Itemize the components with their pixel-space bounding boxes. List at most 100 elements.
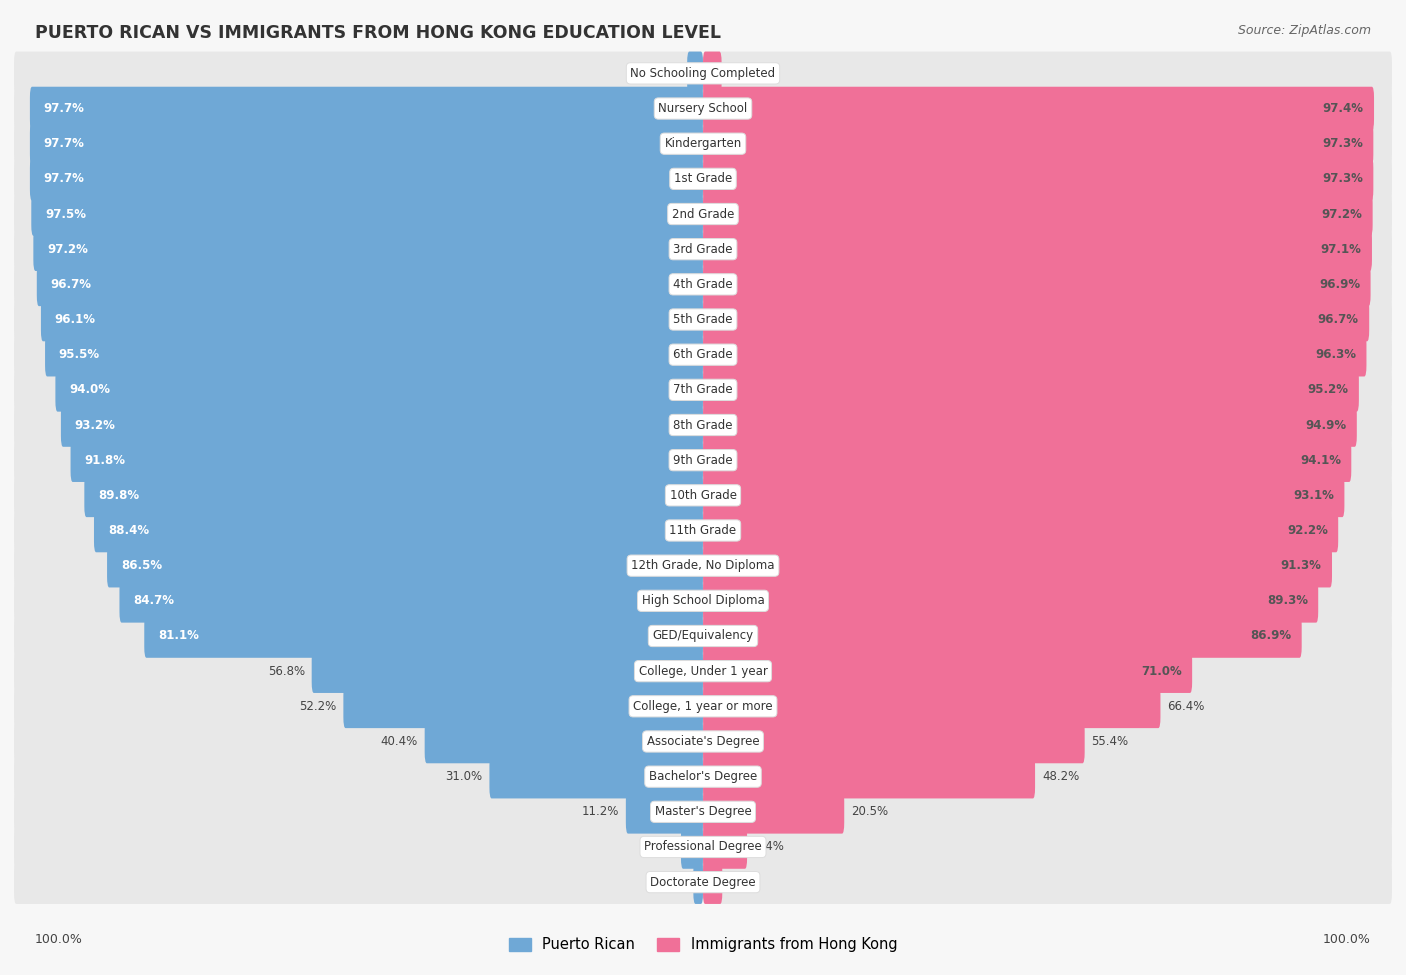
FancyBboxPatch shape bbox=[14, 52, 703, 96]
Text: 91.3%: 91.3% bbox=[1281, 559, 1322, 572]
FancyBboxPatch shape bbox=[37, 262, 703, 306]
FancyBboxPatch shape bbox=[14, 825, 703, 869]
Text: College, 1 year or more: College, 1 year or more bbox=[633, 700, 773, 713]
FancyBboxPatch shape bbox=[145, 614, 703, 658]
FancyBboxPatch shape bbox=[703, 122, 1374, 166]
FancyBboxPatch shape bbox=[120, 579, 703, 623]
Text: No Schooling Completed: No Schooling Completed bbox=[630, 67, 776, 80]
FancyBboxPatch shape bbox=[14, 192, 703, 236]
FancyBboxPatch shape bbox=[60, 404, 703, 447]
FancyBboxPatch shape bbox=[14, 404, 703, 447]
FancyBboxPatch shape bbox=[14, 544, 703, 588]
Text: 31.0%: 31.0% bbox=[446, 770, 482, 783]
Text: 40.4%: 40.4% bbox=[381, 735, 418, 748]
Text: 97.7%: 97.7% bbox=[44, 137, 84, 150]
FancyBboxPatch shape bbox=[14, 790, 703, 834]
FancyBboxPatch shape bbox=[489, 755, 703, 799]
FancyBboxPatch shape bbox=[31, 192, 703, 236]
FancyBboxPatch shape bbox=[14, 755, 703, 799]
FancyBboxPatch shape bbox=[703, 192, 1372, 236]
Text: 48.2%: 48.2% bbox=[1042, 770, 1080, 783]
FancyBboxPatch shape bbox=[703, 649, 1392, 693]
FancyBboxPatch shape bbox=[107, 544, 703, 588]
FancyBboxPatch shape bbox=[703, 720, 1392, 763]
Text: Nursery School: Nursery School bbox=[658, 102, 748, 115]
Text: 55.4%: 55.4% bbox=[1091, 735, 1129, 748]
FancyBboxPatch shape bbox=[703, 87, 1374, 131]
FancyBboxPatch shape bbox=[34, 227, 703, 271]
FancyBboxPatch shape bbox=[703, 227, 1372, 271]
FancyBboxPatch shape bbox=[703, 439, 1351, 482]
Text: 96.7%: 96.7% bbox=[1317, 313, 1358, 326]
Text: 94.9%: 94.9% bbox=[1305, 418, 1347, 432]
Text: Master's Degree: Master's Degree bbox=[655, 805, 751, 818]
FancyBboxPatch shape bbox=[425, 720, 703, 763]
Text: 100.0%: 100.0% bbox=[1323, 933, 1371, 946]
Text: 96.3%: 96.3% bbox=[1315, 348, 1357, 361]
Text: 93.2%: 93.2% bbox=[75, 418, 115, 432]
Text: Doctorate Degree: Doctorate Degree bbox=[650, 876, 756, 888]
Text: 91.8%: 91.8% bbox=[84, 453, 125, 467]
FancyBboxPatch shape bbox=[14, 579, 703, 623]
FancyBboxPatch shape bbox=[703, 579, 1319, 623]
FancyBboxPatch shape bbox=[703, 614, 1392, 658]
Text: Kindergarten: Kindergarten bbox=[665, 137, 741, 150]
FancyBboxPatch shape bbox=[14, 614, 703, 658]
FancyBboxPatch shape bbox=[94, 509, 703, 552]
FancyBboxPatch shape bbox=[703, 157, 1374, 201]
Text: 4th Grade: 4th Grade bbox=[673, 278, 733, 291]
FancyBboxPatch shape bbox=[14, 332, 703, 376]
FancyBboxPatch shape bbox=[703, 614, 1302, 658]
Text: 97.2%: 97.2% bbox=[48, 243, 89, 255]
FancyBboxPatch shape bbox=[703, 860, 1392, 904]
Text: 94.1%: 94.1% bbox=[1301, 453, 1341, 467]
FancyBboxPatch shape bbox=[703, 790, 844, 834]
FancyBboxPatch shape bbox=[703, 790, 1392, 834]
FancyBboxPatch shape bbox=[703, 684, 1160, 728]
FancyBboxPatch shape bbox=[14, 649, 703, 693]
FancyBboxPatch shape bbox=[30, 87, 703, 131]
Text: 95.5%: 95.5% bbox=[59, 348, 100, 361]
Text: Bachelor's Degree: Bachelor's Degree bbox=[650, 770, 756, 783]
FancyBboxPatch shape bbox=[703, 509, 1392, 552]
FancyBboxPatch shape bbox=[703, 157, 1392, 201]
FancyBboxPatch shape bbox=[14, 509, 703, 552]
FancyBboxPatch shape bbox=[14, 474, 703, 517]
Text: 9th Grade: 9th Grade bbox=[673, 453, 733, 467]
Text: High School Diploma: High School Diploma bbox=[641, 595, 765, 607]
Text: 2.7%: 2.7% bbox=[728, 67, 758, 80]
Text: 8th Grade: 8th Grade bbox=[673, 418, 733, 432]
FancyBboxPatch shape bbox=[703, 404, 1392, 447]
Text: 11.2%: 11.2% bbox=[582, 805, 619, 818]
Text: 96.7%: 96.7% bbox=[51, 278, 91, 291]
Text: 7th Grade: 7th Grade bbox=[673, 383, 733, 397]
Text: 20.5%: 20.5% bbox=[851, 805, 889, 818]
Text: 86.5%: 86.5% bbox=[121, 559, 162, 572]
FancyBboxPatch shape bbox=[703, 262, 1371, 306]
Text: 88.4%: 88.4% bbox=[108, 524, 149, 537]
FancyBboxPatch shape bbox=[703, 684, 1392, 728]
FancyBboxPatch shape bbox=[703, 720, 1084, 763]
Text: 2nd Grade: 2nd Grade bbox=[672, 208, 734, 220]
Text: 11th Grade: 11th Grade bbox=[669, 524, 737, 537]
FancyBboxPatch shape bbox=[41, 297, 703, 341]
FancyBboxPatch shape bbox=[703, 192, 1392, 236]
Text: 52.2%: 52.2% bbox=[299, 700, 336, 713]
Text: 97.3%: 97.3% bbox=[1322, 137, 1362, 150]
FancyBboxPatch shape bbox=[681, 825, 703, 869]
Text: 71.0%: 71.0% bbox=[1142, 665, 1182, 678]
FancyBboxPatch shape bbox=[703, 825, 747, 869]
Text: 86.9%: 86.9% bbox=[1250, 630, 1291, 643]
FancyBboxPatch shape bbox=[703, 579, 1392, 623]
Text: 12th Grade, No Diploma: 12th Grade, No Diploma bbox=[631, 559, 775, 572]
FancyBboxPatch shape bbox=[693, 860, 703, 904]
FancyBboxPatch shape bbox=[703, 87, 1392, 131]
FancyBboxPatch shape bbox=[703, 860, 723, 904]
FancyBboxPatch shape bbox=[343, 684, 703, 728]
FancyBboxPatch shape bbox=[703, 755, 1392, 799]
FancyBboxPatch shape bbox=[703, 649, 1192, 693]
FancyBboxPatch shape bbox=[84, 474, 703, 517]
Text: College, Under 1 year: College, Under 1 year bbox=[638, 665, 768, 678]
FancyBboxPatch shape bbox=[688, 52, 703, 96]
Text: Professional Degree: Professional Degree bbox=[644, 840, 762, 853]
